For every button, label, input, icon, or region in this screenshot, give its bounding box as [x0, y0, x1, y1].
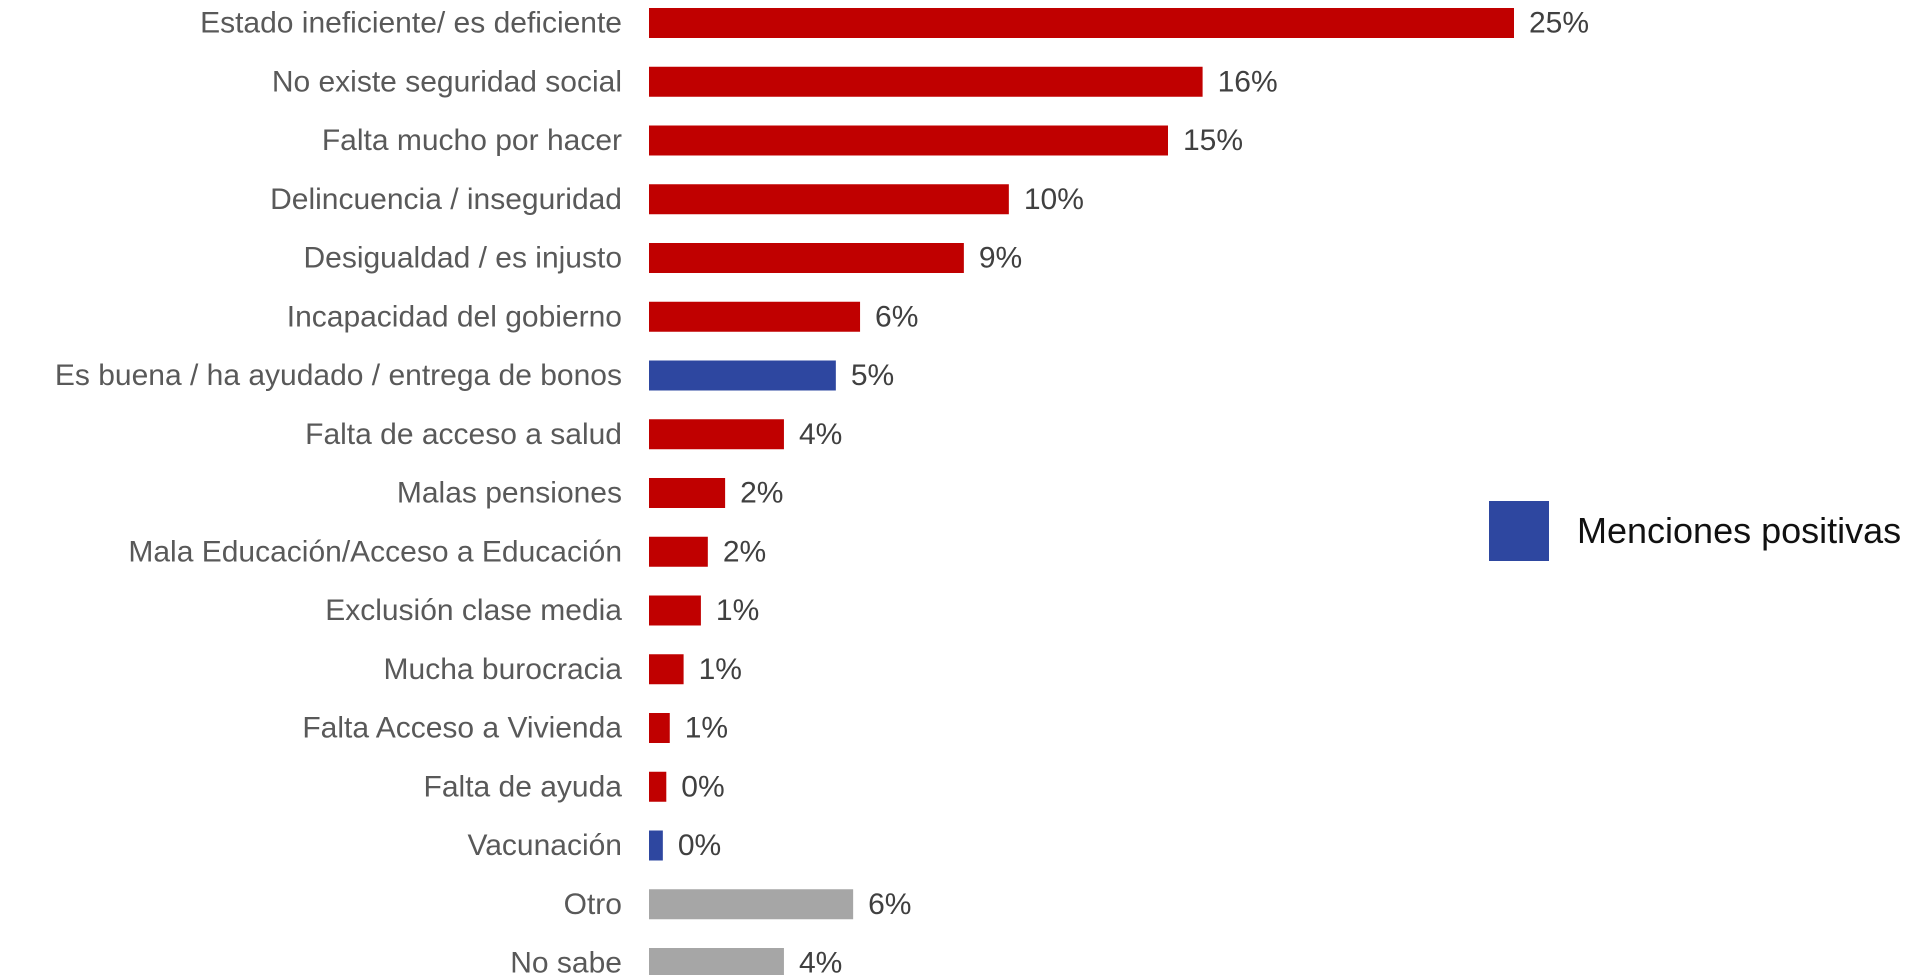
- category-label-falta-acceso-a-vivienda: Falta Acceso a Vivienda: [302, 712, 622, 745]
- category-label-malas-pensiones: Malas pensiones: [397, 477, 622, 510]
- bar-incapacidad-del-gobierno: [649, 301, 861, 332]
- bar-delincuencia-inseguridad: [649, 184, 1009, 215]
- value-label-desigualdad-es-injusto: 9%: [979, 242, 1022, 275]
- value-label-otro: 6%: [868, 888, 911, 921]
- bar-no-existe-seguridad-social: [649, 66, 1203, 97]
- value-label-falta-acceso-a-vivienda: 1%: [685, 712, 728, 745]
- category-label-desigualdad-es-injusto: Desigualdad / es injusto: [303, 242, 622, 275]
- value-label-no-existe-seguridad-social: 16%: [1218, 65, 1278, 98]
- legend: Menciones positivas: [1489, 501, 1901, 561]
- value-label-falta-de-acceso-a-salud: 4%: [799, 418, 842, 451]
- bar-exclusion-clase-media: [649, 595, 701, 626]
- value-label-vacunacion: 0%: [678, 829, 721, 862]
- category-label-incapacidad-del-gobierno: Incapacidad del gobierno: [287, 300, 622, 333]
- category-label-falta-mucho-por-hacer: Falta mucho por hacer: [322, 124, 622, 157]
- category-label-no-existe-seguridad-social: No existe seguridad social: [272, 65, 622, 98]
- value-label-incapacidad-del-gobierno: 6%: [875, 300, 918, 333]
- category-label-vacunacion: Vacunación: [467, 829, 622, 862]
- bar-falta-mucho-por-hacer: [649, 125, 1168, 156]
- category-label-mucha-burocracia: Mucha burocracia: [384, 653, 623, 686]
- bar-mala-educacion-acceso-a-educacion: [649, 536, 708, 567]
- bar-no-sabe: [649, 948, 784, 975]
- bar-es-buena-ha-ayudado-entrega-de-bonos: [649, 360, 836, 391]
- category-label-exclusion-clase-media: Exclusión clase media: [325, 594, 622, 627]
- category-label-falta-de-acceso-a-salud: Falta de acceso a salud: [305, 418, 622, 451]
- value-label-mucha-burocracia: 1%: [699, 653, 742, 686]
- category-label-estado-ineficiente-es-deficiente: Estado ineficiente/ es deficiente: [200, 7, 622, 40]
- category-label-falta-de-ayuda: Falta de ayuda: [424, 770, 623, 803]
- bar-vacunacion: [649, 830, 663, 861]
- value-label-estado-ineficiente-es-deficiente: 25%: [1529, 7, 1589, 40]
- legend-swatch-positive: [1489, 501, 1549, 561]
- legend-label: Menciones positivas: [1577, 510, 1902, 551]
- category-label-mala-educacion-acceso-a-educacion: Mala Educación/Acceso a Educación: [128, 535, 622, 568]
- value-label-malas-pensiones: 2%: [740, 477, 783, 510]
- bar-malas-pensiones: [649, 478, 726, 508]
- value-label-mala-educacion-acceso-a-educacion: 2%: [723, 535, 766, 568]
- value-label-falta-mucho-por-hacer: 15%: [1183, 124, 1243, 157]
- value-label-delincuencia-inseguridad: 10%: [1024, 183, 1084, 216]
- value-label-falta-de-ayuda: 0%: [681, 770, 724, 803]
- bar-otro: [649, 889, 854, 920]
- bar-falta-de-ayuda: [649, 771, 667, 802]
- category-label-otro: Otro: [564, 888, 622, 921]
- bar-estado-ineficiente-es-deficiente: [649, 8, 1514, 38]
- category-label-delincuencia-inseguridad: Delincuencia / inseguridad: [270, 183, 622, 216]
- category-label-no-sabe: No sabe: [510, 947, 622, 975]
- bar-falta-acceso-a-vivienda: [649, 713, 670, 743]
- bar-mucha-burocracia: [649, 654, 684, 685]
- value-label-exclusion-clase-media: 1%: [716, 594, 759, 627]
- value-label-no-sabe: 4%: [799, 947, 842, 975]
- bar-falta-de-acceso-a-salud: [649, 419, 784, 450]
- value-label-es-buena-ha-ayudado-entrega-de-bonos: 5%: [851, 359, 894, 392]
- category-label-es-buena-ha-ayudado-entrega-de-bonos: Es buena / ha ayudado / entrega de bonos: [55, 359, 622, 392]
- bar-desigualdad-es-injusto: [649, 243, 964, 273]
